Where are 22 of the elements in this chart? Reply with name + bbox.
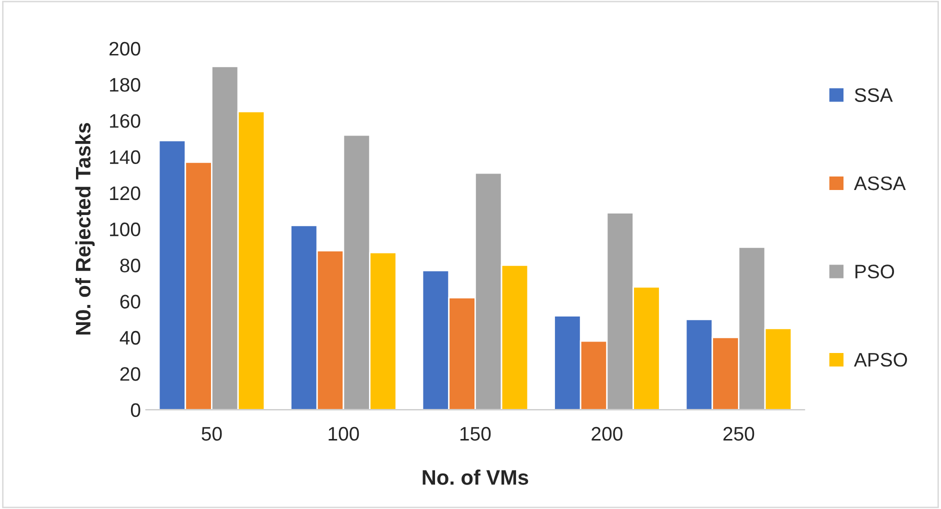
legend-label: PSO	[856, 264, 894, 278]
x-tick-label: 250	[723, 426, 754, 441]
y-tick-label: 40	[120, 330, 140, 345]
y-tick-label: 60	[120, 294, 140, 309]
y-tick-label: 160	[110, 114, 140, 128]
y-tick-label: 180	[110, 78, 140, 92]
y-tick-label: 200	[110, 42, 140, 56]
legend-label: SSA	[854, 88, 893, 102]
x-axis-title: No. of VMs	[422, 470, 528, 485]
y-axis-title: N0. of Rejected Tasks	[75, 122, 95, 335]
x-tick-label: 200	[592, 426, 622, 441]
x-tick-label: 150	[460, 426, 491, 441]
legend-label: ASSA	[854, 176, 906, 190]
y-tick-label: 0	[130, 403, 140, 417]
x-tick-label: 50	[202, 426, 222, 441]
x-tick-label: 100	[328, 426, 359, 441]
y-tick-label: 20	[120, 367, 140, 381]
y-tick-label: 80	[120, 258, 140, 272]
legend-label: APSO	[854, 352, 908, 367]
y-tick-label: 100	[110, 222, 140, 236]
y-tick-label: 140	[110, 150, 140, 164]
y-tick-label: 120	[110, 186, 140, 200]
